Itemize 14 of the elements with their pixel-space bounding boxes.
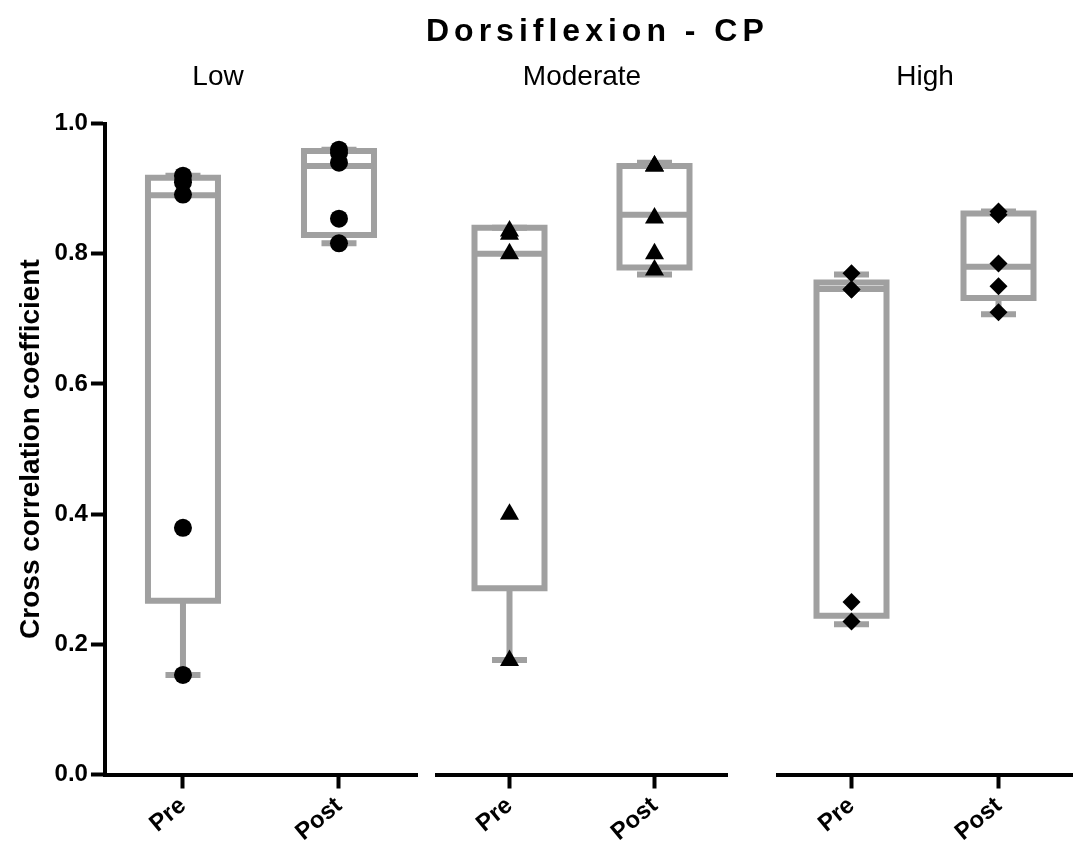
chart-title: Dorsiflexion - CP bbox=[426, 11, 769, 50]
x-tick-label: Pre bbox=[143, 790, 191, 837]
y-tick-label: 1.0 bbox=[54, 108, 88, 136]
y-tick-label: 0.6 bbox=[54, 368, 88, 396]
y-tick-label: 0.2 bbox=[54, 628, 88, 656]
y-tick-label: 0.8 bbox=[54, 238, 88, 266]
chart-subtitle: Low bbox=[192, 59, 245, 91]
x-tick-label: Pre bbox=[811, 790, 859, 837]
chart-subtitle: Moderate bbox=[522, 59, 642, 91]
y-tick-label: 0.0 bbox=[54, 759, 88, 787]
x-tick-label: Pre bbox=[469, 790, 517, 837]
chart-subtitle: High bbox=[896, 59, 954, 91]
y-tick-label: 0.4 bbox=[54, 498, 89, 526]
y-axis-title: Cross correlation coefficient bbox=[13, 259, 45, 639]
